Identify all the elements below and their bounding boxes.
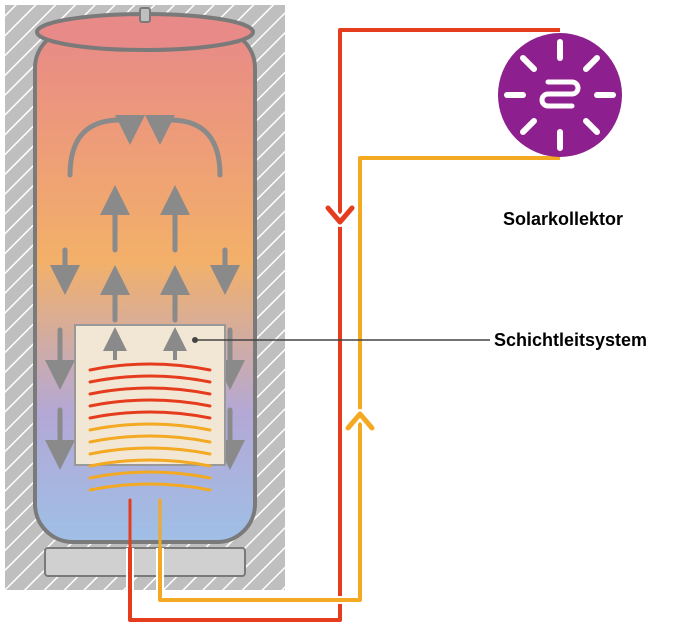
solar-collector-icon [498, 33, 622, 157]
label-schichtleitsystem: Schichtleitsystem [494, 330, 647, 350]
label-solarkollektor: Solarkollektor [503, 209, 623, 229]
tank-base [45, 548, 245, 576]
schichtleitsystem-box [75, 325, 225, 465]
